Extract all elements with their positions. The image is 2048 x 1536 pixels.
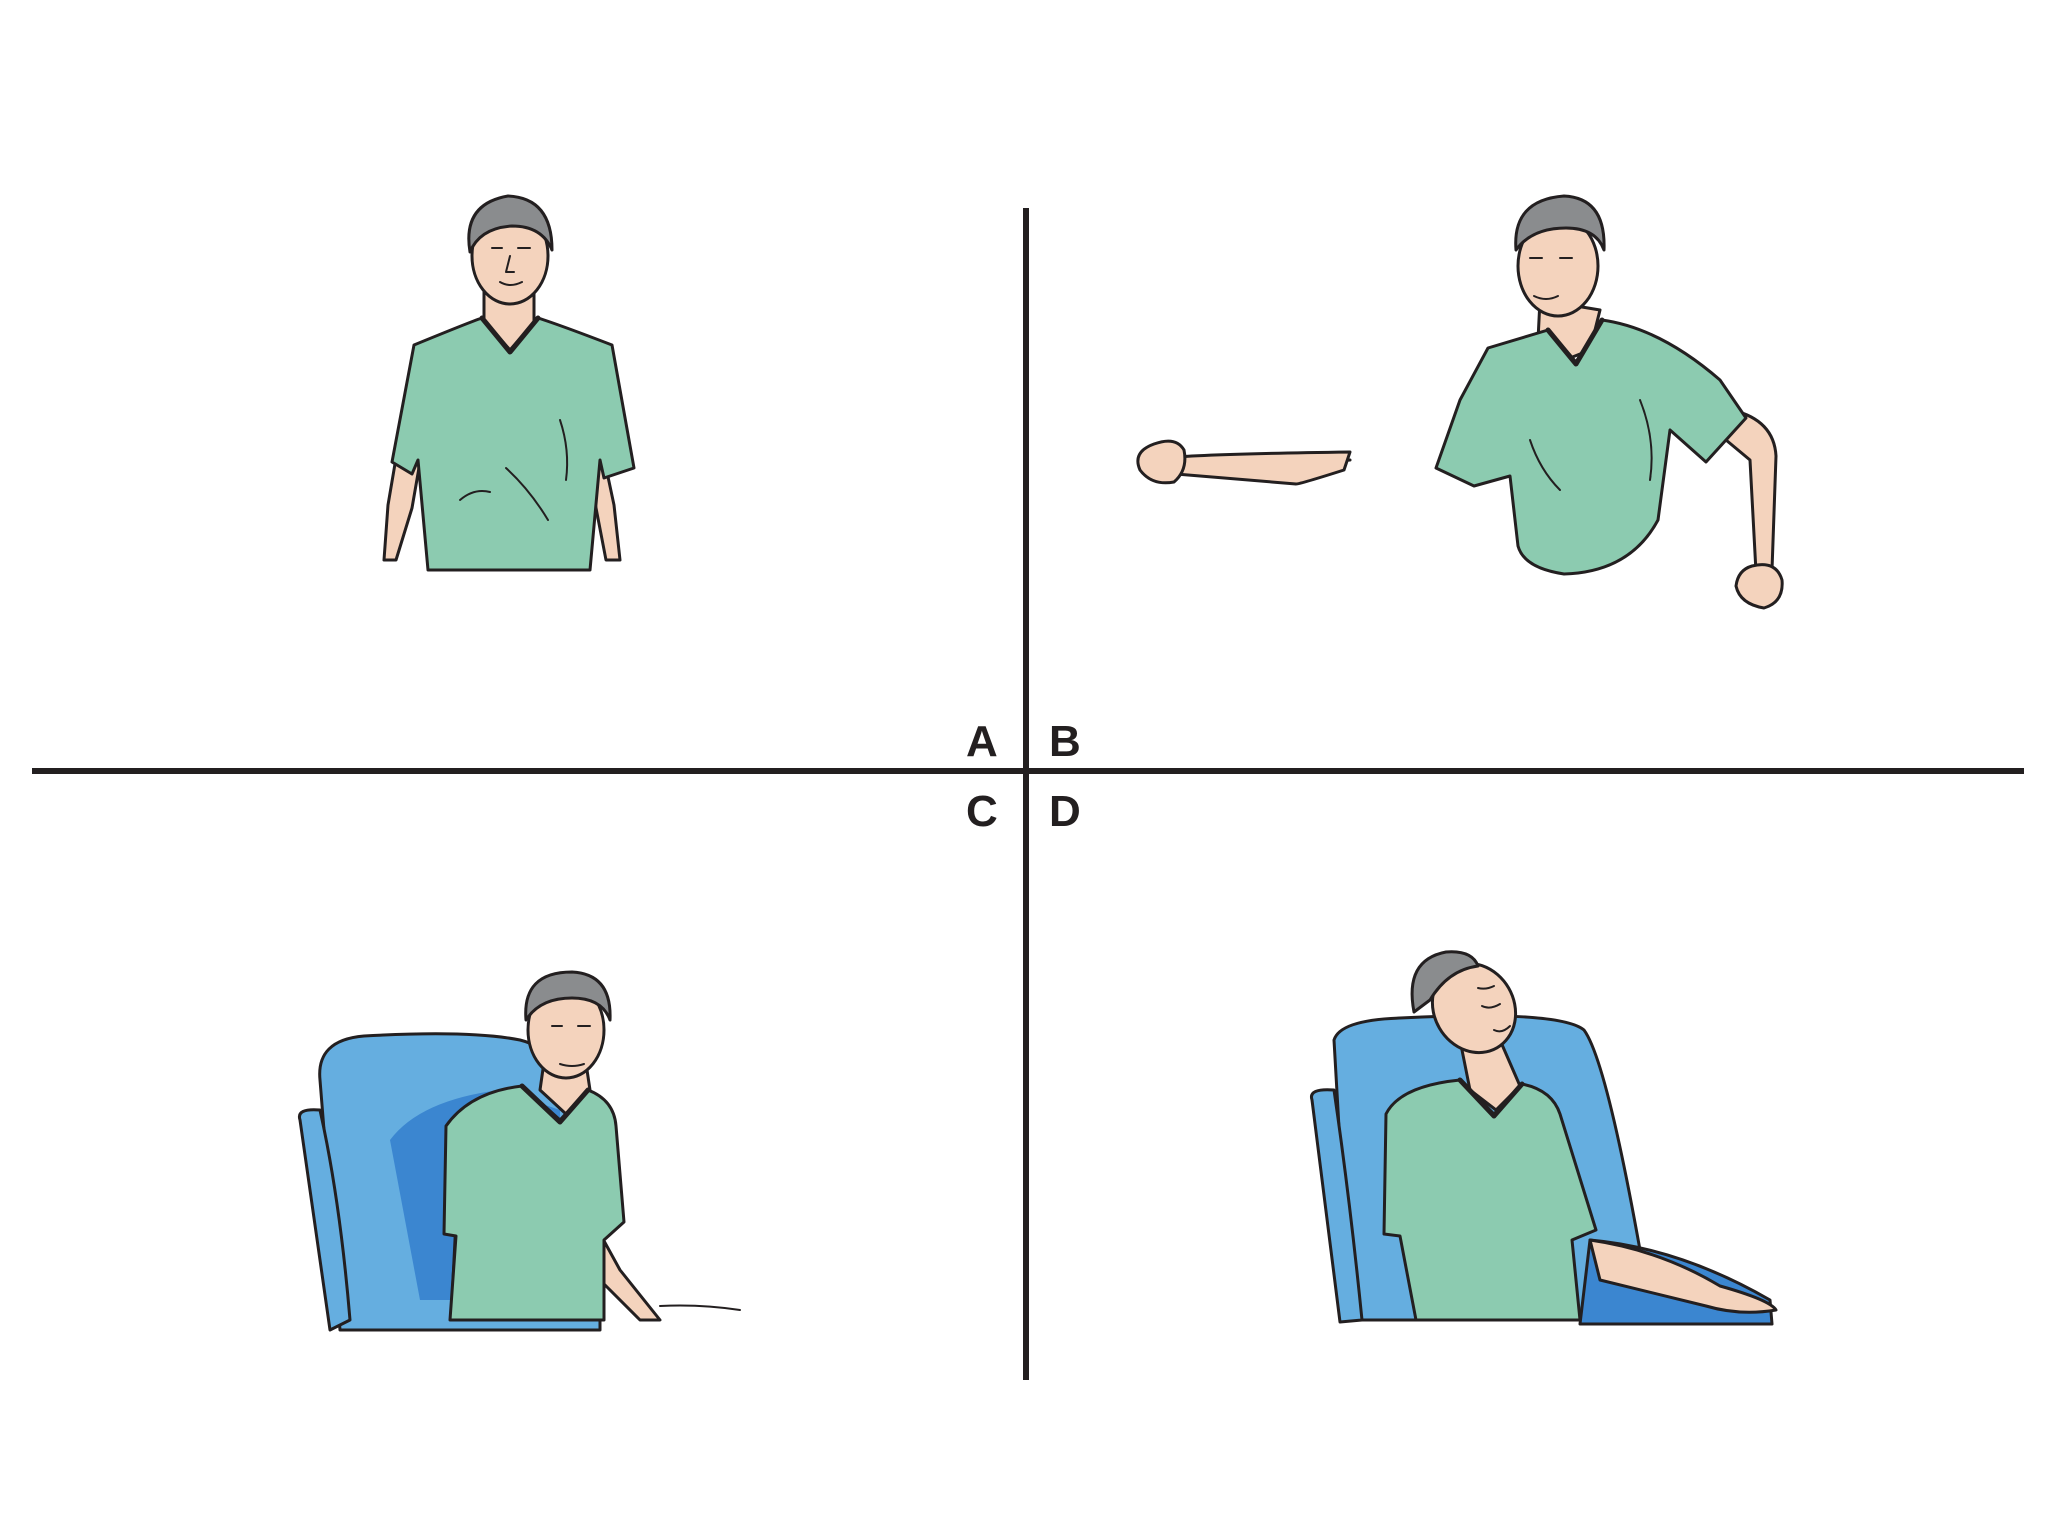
figure-a-standing-man xyxy=(382,194,636,572)
figure-a-shirt xyxy=(390,316,636,572)
figure-d-seated-head-back-man xyxy=(1309,950,1778,1326)
figure-c-seated-alert-man xyxy=(297,970,741,1332)
figure-a-collar xyxy=(479,315,541,355)
figure-d-closed-eyes xyxy=(1477,985,1501,1009)
figure-b-hair xyxy=(1514,194,1606,252)
panel-label-b: B xyxy=(1049,717,1081,766)
panel-label-a: A xyxy=(966,717,998,766)
figure-b-lowered-arm xyxy=(1724,408,1778,574)
figure-d-shirt xyxy=(1382,1078,1598,1322)
figure-c-shirt xyxy=(442,1084,626,1322)
figure-a-hair xyxy=(467,194,554,254)
figure-b-shirt xyxy=(1434,318,1748,576)
figure-b-collar xyxy=(1545,317,1605,367)
figure-a-left-arm xyxy=(382,456,422,562)
panel-label-d: D xyxy=(1049,787,1081,836)
figure-b-raised-arm-man xyxy=(1136,194,1784,610)
figure-d-hair xyxy=(1410,950,1480,1014)
panel-label-c: C xyxy=(966,787,998,836)
figure-d-right-arm xyxy=(1588,1238,1778,1314)
figure-c-collar xyxy=(519,1083,591,1125)
figure-b-fist-right xyxy=(1734,563,1784,610)
figure-c-chair-wing xyxy=(297,1108,352,1332)
figure-d-collar xyxy=(1457,1077,1525,1119)
figure-d-chair-wing xyxy=(1309,1088,1364,1324)
figure-b-fist-left xyxy=(1136,439,1187,485)
figure-c-hair xyxy=(524,970,612,1022)
